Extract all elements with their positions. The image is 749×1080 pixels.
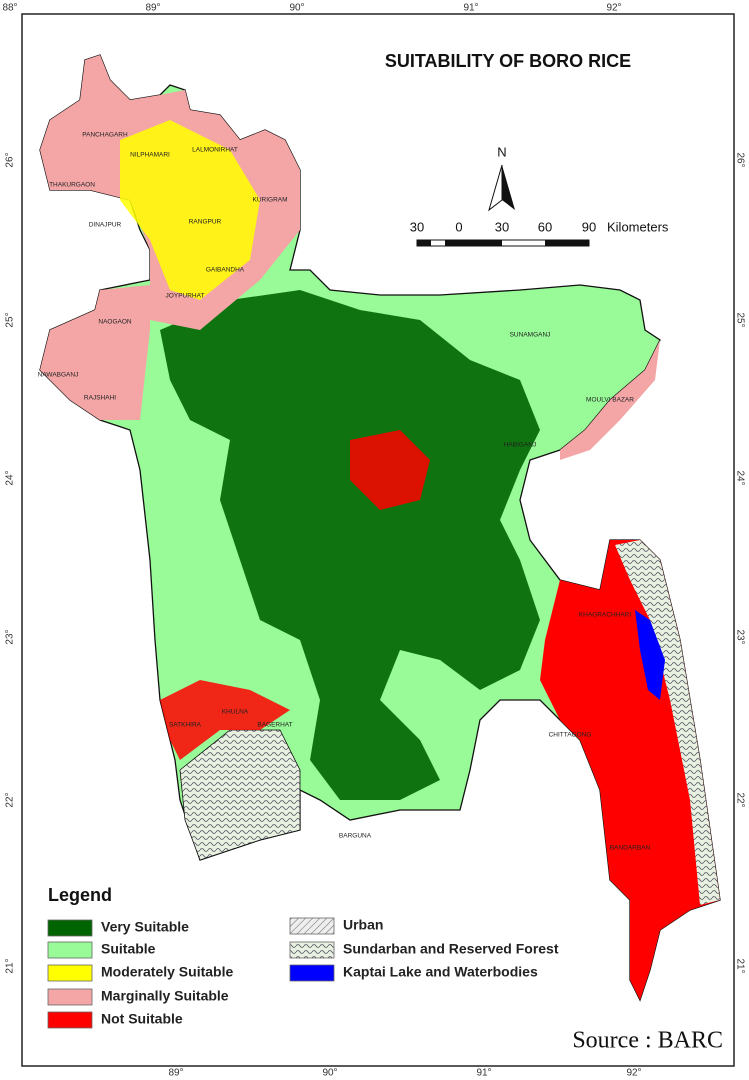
scale-bar-segment: [459, 240, 502, 246]
scale-bar-segment: [417, 240, 431, 246]
scale-label: 90: [582, 219, 596, 234]
district-label: GAIBANDHA: [206, 267, 245, 274]
graticule-label: 24°: [5, 470, 16, 485]
district-label: RANGPUR: [189, 219, 222, 226]
district-label: CHITTAGONG: [549, 732, 592, 739]
legend-swatch: [47, 1011, 93, 1029]
scale-label: 30: [495, 219, 509, 234]
scale-label: 60: [538, 219, 552, 234]
district-label: MOULVI BAZAR: [586, 397, 634, 404]
legend-swatch: [47, 919, 93, 937]
district-label: SATKHIRA: [169, 722, 202, 729]
legend-swatch: [289, 941, 335, 959]
graticule-label: 23°: [734, 629, 745, 644]
graticule-label: 90°: [322, 1068, 337, 1079]
legend-label: Very Suitable: [101, 919, 189, 935]
moderate-area-nw: [120, 120, 260, 300]
graticule-label: 21°: [734, 958, 745, 973]
not-suitable-area-sw: [160, 680, 290, 760]
district-label: BANDARBAN: [610, 845, 651, 852]
district-label: KURIGRAM: [252, 197, 287, 204]
country: [39, 54, 721, 1002]
district-label: NAOGAON: [98, 319, 132, 326]
graticule-label: 89°: [168, 1068, 183, 1079]
graticule-label: 25°: [734, 312, 745, 327]
graticule-label: 24°: [734, 470, 745, 485]
legend-label: Not Suitable: [101, 1011, 183, 1027]
district-label: SUNAMGANJ: [510, 332, 551, 339]
marginal-area-w: [40, 285, 150, 420]
very-suitable-area: [160, 290, 540, 800]
district-label: DINAJPUR: [89, 222, 122, 229]
forest-area-se: [615, 540, 720, 905]
graticule-label: 22°: [5, 792, 16, 807]
graticule-label: 23°: [5, 629, 16, 644]
scale-bar: [416, 239, 590, 247]
graticule-label: 88°: [2, 3, 17, 14]
graticule-label: 89°: [145, 3, 160, 14]
district-label: PANCHAGARH: [82, 132, 128, 139]
legend-swatch: [289, 964, 335, 982]
legend-swatch: [47, 964, 93, 982]
district-label: KHAGRACHHARI: [579, 612, 632, 619]
legend-swatch: [289, 917, 335, 935]
scale-bar-segment: [445, 240, 459, 246]
not-suitable-area-c: [350, 430, 430, 510]
district-label: NAWABGANJ: [38, 372, 79, 379]
legend-label: Kaptai Lake and Waterbodies: [343, 964, 538, 980]
north-arrow-left: [502, 165, 515, 210]
north-arrow: N: [488, 144, 515, 212]
graticule-label: 25°: [5, 312, 16, 327]
district-label: THAKURGAON: [49, 182, 95, 189]
district-label: NILPHAMARI: [130, 152, 170, 159]
graticule-label: 91°: [463, 3, 478, 14]
district-label: RAJSHAHI: [84, 395, 116, 402]
graticule-label: 22°: [734, 792, 745, 807]
graticule-label: 92°: [606, 3, 621, 14]
graticule-label: 26°: [734, 152, 745, 167]
north-arrow-right: [488, 164, 503, 212]
marginal-area-ne: [560, 340, 660, 460]
graticule-label: 26°: [5, 152, 16, 167]
district-label: KHULNA: [222, 709, 249, 716]
scale-unit: Kilometers: [607, 219, 669, 234]
district-label: BARGUNA: [339, 833, 372, 840]
district-label: BAGERHAT: [257, 722, 292, 729]
graticule-label: 92°: [626, 1068, 641, 1079]
district-label: HABIGANJ: [504, 442, 537, 449]
map-frame: [21, 13, 735, 1067]
graticule-label: 21°: [5, 958, 16, 973]
legend-label: Suitable: [101, 941, 156, 957]
scale-label: 30: [410, 219, 424, 234]
scale-label: 0: [455, 219, 462, 234]
legend-swatch: [47, 941, 93, 959]
legend-label: Urban: [343, 917, 383, 933]
north-label: N: [497, 144, 506, 159]
map-title: SUITABILITY OF BORO RICE: [385, 51, 631, 71]
kaptai-lake: [635, 610, 665, 700]
graticule-label: 90°: [289, 3, 304, 14]
district-label: LALMONIRHAT: [192, 147, 238, 154]
legend-label: Sundarban and Reserved Forest: [343, 941, 559, 957]
district-label: JOYPURHAT: [166, 293, 205, 300]
legend-swatch: [47, 988, 93, 1006]
legend-title: Legend: [48, 885, 112, 905]
legend-label: Marginally Suitable: [101, 988, 229, 1004]
graticule-label: 91°: [476, 1068, 491, 1079]
source-note: Source : BARC: [572, 1028, 723, 1054]
legend: Legend: [48, 885, 112, 905]
legend-label: Moderately Suitable: [101, 964, 233, 980]
scale-bar-segment: [545, 240, 589, 246]
